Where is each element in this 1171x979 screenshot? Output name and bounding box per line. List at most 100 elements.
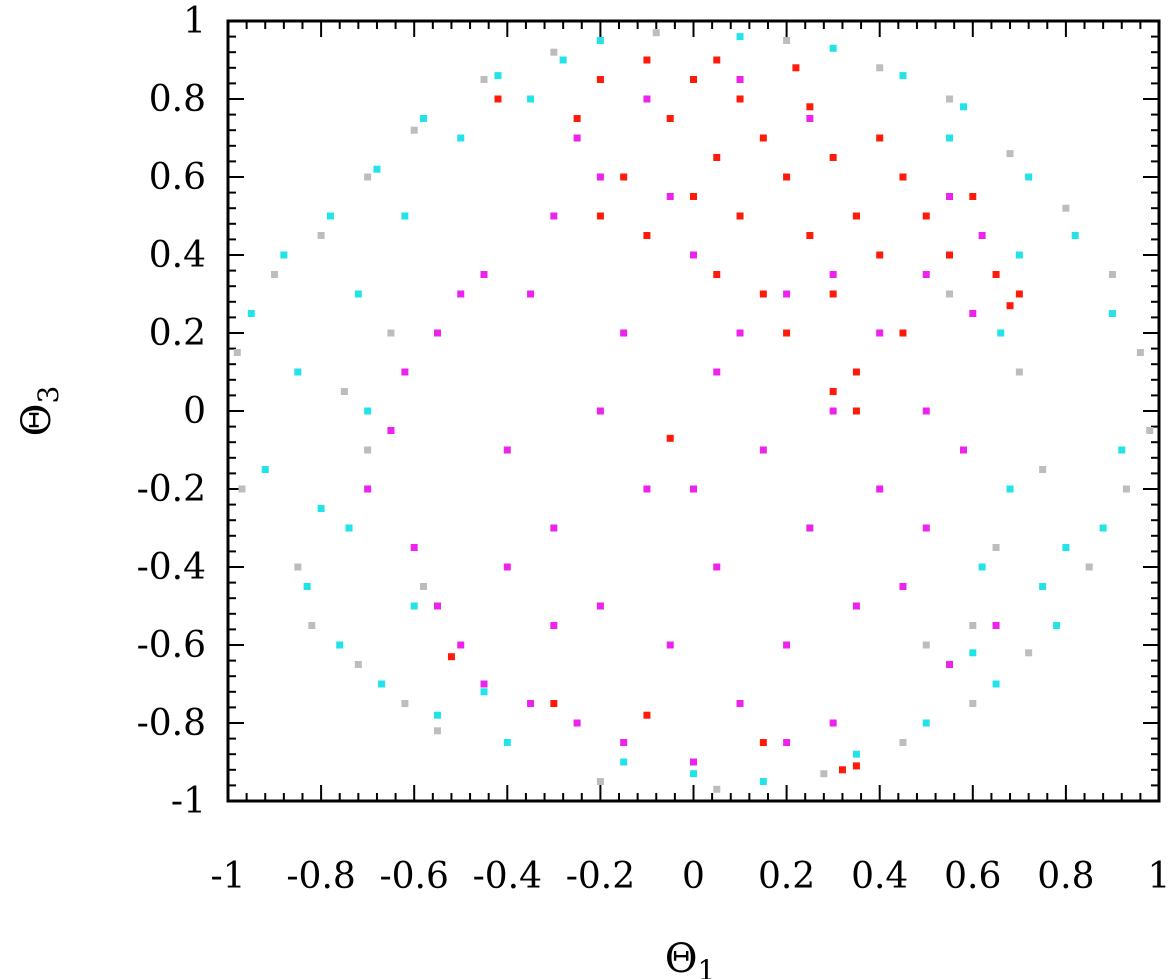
data-point-series-3: [666, 193, 674, 200]
x-tick-label: -0.8: [286, 856, 355, 897]
x-tick-label: 0.8: [1037, 856, 1094, 897]
y-tick-label: 0.2: [149, 313, 206, 354]
y-tick-label: 1: [183, 1, 206, 42]
data-point-series-2: [1062, 544, 1070, 551]
data-point-series-2: [410, 602, 418, 610]
data-point-series-3: [527, 700, 535, 707]
data-point-series-3: [759, 446, 767, 454]
y-axis-label: Θ3: [14, 386, 65, 437]
data-point-series-2: [420, 115, 428, 122]
data-point-series-2: [247, 310, 255, 317]
data-point-series-4: [783, 173, 791, 181]
data-point-series-4: [690, 76, 697, 83]
data-point-series-1: [420, 583, 428, 590]
data-point-series-2: [527, 95, 535, 103]
data-point-series-3: [503, 563, 511, 571]
data-point-series-3: [573, 134, 581, 142]
data-point-series-1: [354, 661, 362, 668]
data-point-series-3: [433, 602, 441, 610]
data-point-series-3: [550, 622, 558, 629]
y-tick-label: -0.2: [137, 469, 206, 510]
data-point-series-2: [503, 739, 511, 746]
data-point-series-3: [387, 427, 395, 434]
data-point-series-4: [829, 290, 837, 298]
data-point-series-2: [829, 44, 837, 52]
data-point-series-1: [550, 48, 558, 56]
data-point-series-4: [852, 212, 860, 220]
y-tick-label: -0.8: [137, 703, 206, 744]
data-point-series-4: [876, 251, 884, 259]
data-point-series-2: [317, 505, 325, 512]
data-point-series-2: [1053, 622, 1061, 629]
data-point-series-4: [643, 711, 651, 719]
data-point-series-3: [922, 407, 930, 415]
data-point-series-1: [401, 700, 409, 707]
data-point-series-2: [922, 719, 930, 727]
data-point-series-1: [899, 739, 907, 746]
data-point-series-4: [759, 290, 767, 298]
data-point-series-2: [457, 134, 465, 142]
data-point-series-1: [340, 388, 348, 395]
data-point-series-4: [666, 115, 674, 122]
data-point-series-2: [303, 583, 311, 590]
data-point-series-1: [364, 446, 372, 454]
data-point-series-4: [736, 95, 744, 103]
data-point-series-3: [620, 329, 628, 337]
data-point-series-4: [690, 193, 697, 200]
data-point-series-3: [736, 700, 744, 707]
data-point-series-2: [401, 212, 409, 220]
data-point-series-2: [364, 407, 372, 415]
data-point-series-1: [1122, 485, 1130, 493]
data-point-series-3: [503, 446, 511, 454]
x-tick-label: -0.4: [473, 856, 542, 897]
data-point-series-3: [783, 290, 791, 298]
data-point-series-3: [969, 310, 977, 317]
data-point-series-3: [899, 583, 907, 590]
data-point-series-4: [806, 103, 814, 111]
data-point-series-2: [736, 33, 744, 41]
data-point-series-3: [690, 758, 697, 766]
data-point-series-2: [494, 72, 502, 80]
data-point-series-2: [978, 563, 986, 571]
data-point-series-1: [946, 95, 954, 103]
data-point-series-3: [946, 193, 954, 200]
data-point-series-1: [1108, 271, 1116, 278]
data-point-series-2: [959, 103, 967, 111]
data-point-series-3: [480, 680, 488, 688]
data-point-series-3: [596, 173, 604, 181]
data-point-series-1: [1062, 204, 1070, 212]
data-point-series-1: [969, 622, 977, 629]
data-point-series-1: [1006, 150, 1014, 158]
plot-frame: [226, 19, 1161, 803]
data-point-series-2: [1025, 173, 1033, 181]
y-tick-label: -0.4: [137, 547, 206, 588]
data-point-series-4: [736, 212, 744, 220]
data-point-series-4: [713, 56, 721, 64]
data-point-series-4: [946, 251, 954, 259]
data-point-series-1: [433, 727, 441, 735]
data-point-series-1: [596, 778, 604, 785]
data-point-series-3: [713, 368, 721, 376]
data-point-series-4: [1015, 290, 1023, 298]
data-point-series-2: [480, 688, 488, 696]
data-point-series-1: [480, 76, 488, 83]
data-point-series-4: [852, 762, 860, 770]
data-point-series-1: [233, 349, 241, 356]
data-point-series-2: [1108, 310, 1116, 317]
data-point-series-3: [736, 76, 744, 83]
data-point-series-4: [829, 388, 837, 395]
data-point-series-2: [992, 680, 1000, 688]
data-point-series-3: [806, 115, 814, 122]
data-point-series-1: [992, 544, 1000, 551]
data-point-series-3: [620, 739, 628, 746]
data-point-series-4: [1006, 302, 1014, 310]
data-point-series-2: [354, 290, 362, 298]
data-point-series-4: [759, 739, 767, 746]
data-point-series-3: [433, 329, 441, 337]
data-point-series-2: [1006, 485, 1014, 493]
data-point-series-3: [457, 290, 465, 298]
data-point-series-2: [559, 56, 567, 64]
data-point-series-3: [922, 271, 930, 278]
data-point-series-3: [550, 524, 558, 532]
